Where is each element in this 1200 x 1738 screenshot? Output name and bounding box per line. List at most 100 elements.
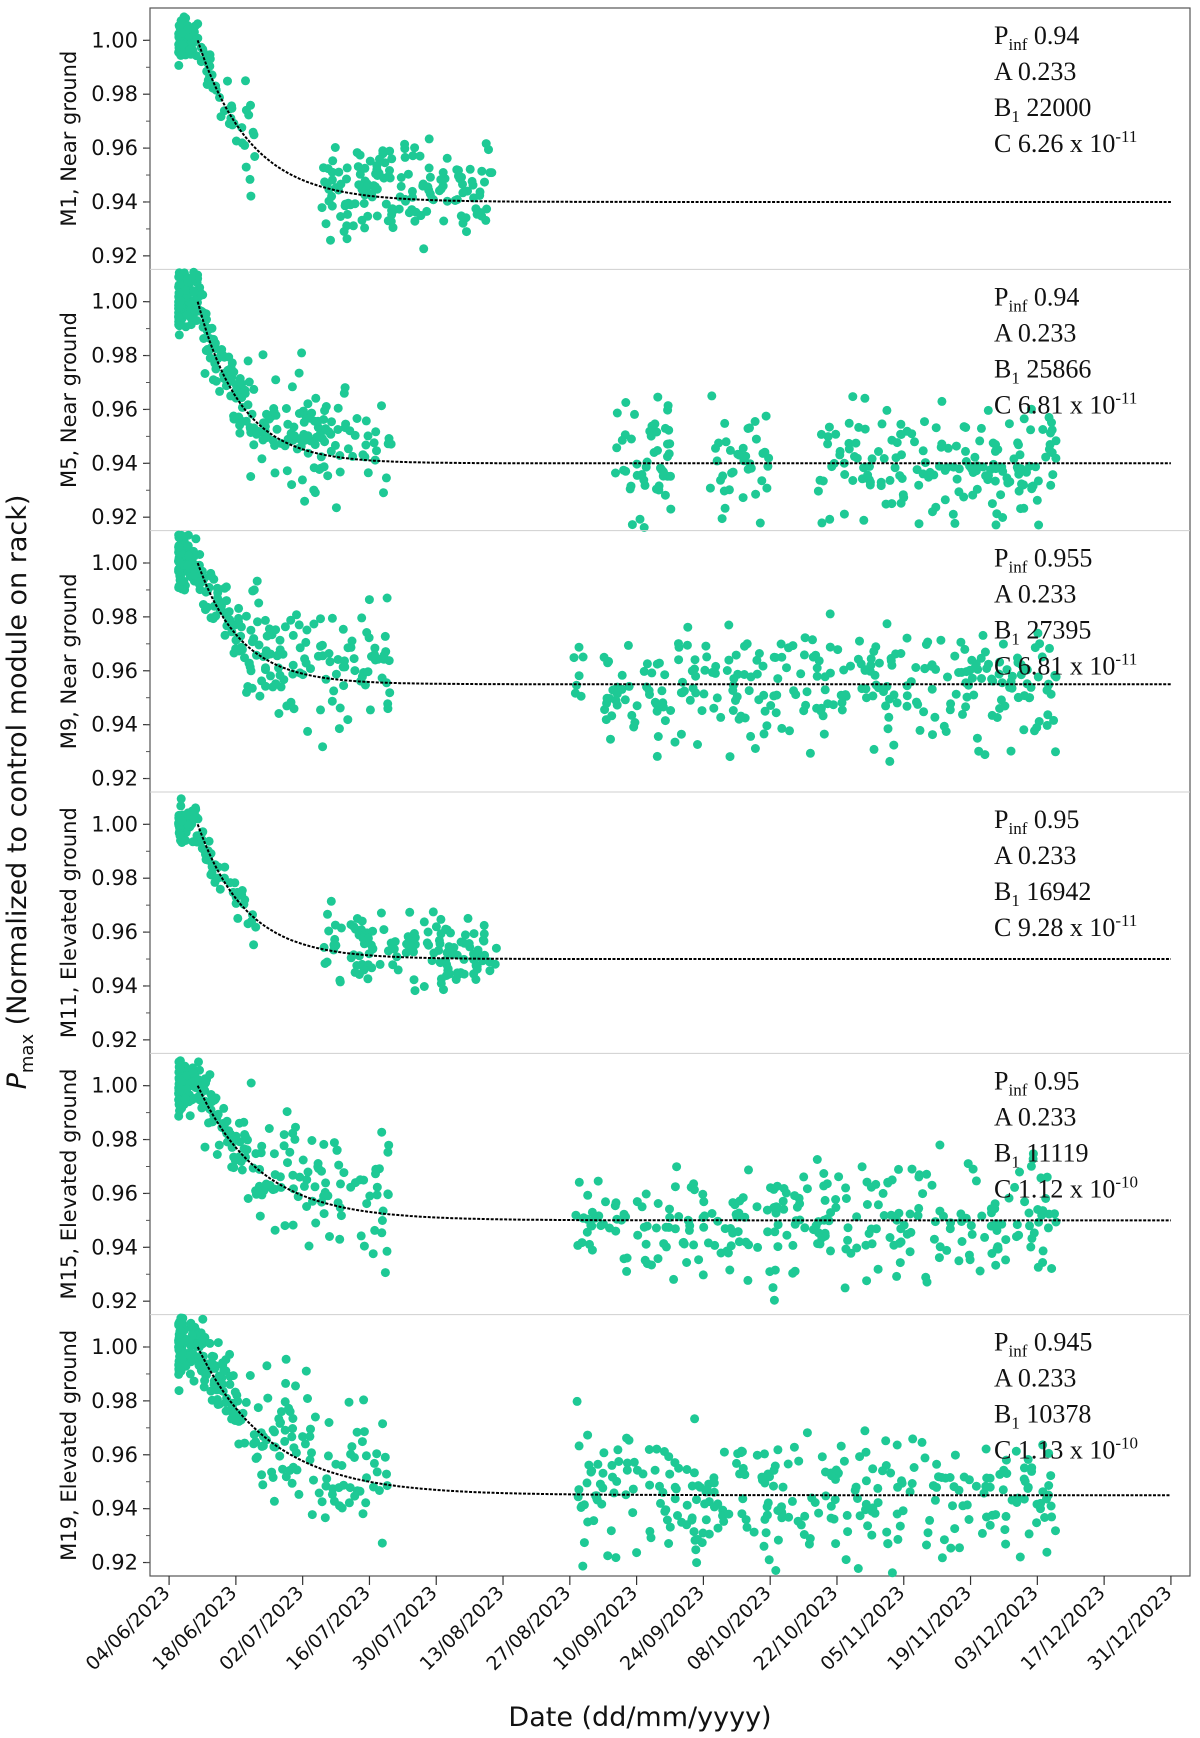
data-point — [632, 459, 642, 469]
data-point — [317, 640, 327, 650]
data-point — [920, 1453, 930, 1463]
data-point — [377, 401, 386, 411]
data-point — [844, 444, 854, 454]
data-point — [647, 1260, 656, 1270]
data-point — [994, 669, 1004, 679]
data-point — [238, 1408, 248, 1418]
y-tick-label: 0.98 — [91, 605, 138, 629]
data-point — [855, 636, 864, 646]
data-point — [789, 1442, 799, 1452]
data-point — [579, 1500, 589, 1510]
data-point — [401, 948, 411, 958]
data-point — [237, 379, 247, 389]
data-point — [821, 1467, 830, 1477]
data-point — [319, 1209, 329, 1219]
data-point — [958, 1501, 968, 1511]
data-point — [956, 637, 966, 647]
data-point — [784, 1512, 794, 1522]
data-point — [188, 837, 198, 847]
data-point — [628, 1484, 638, 1494]
data-point — [1027, 1466, 1037, 1476]
data-point — [992, 1226, 1002, 1235]
data-point — [697, 706, 707, 716]
data-point — [370, 650, 379, 660]
data-point — [868, 691, 878, 701]
data-point — [885, 1233, 895, 1242]
data-point — [1042, 720, 1052, 730]
data-point — [337, 1503, 347, 1513]
data-point — [211, 364, 221, 374]
data-point — [707, 667, 717, 677]
data-point — [364, 633, 374, 643]
data-point — [237, 393, 247, 403]
data-point — [382, 593, 392, 603]
data-point — [439, 216, 449, 226]
data-point — [297, 475, 307, 485]
data-point — [967, 655, 977, 665]
data-point — [191, 804, 201, 814]
data-point — [917, 1437, 927, 1447]
data-point — [302, 1202, 312, 1211]
data-point — [939, 1211, 948, 1221]
data-point — [874, 447, 883, 456]
data-point — [790, 1266, 800, 1276]
data-point — [738, 443, 748, 453]
data-point — [225, 1349, 235, 1359]
data-point — [362, 1199, 372, 1209]
data-point — [713, 1523, 723, 1533]
data-point — [285, 1147, 295, 1157]
data-point — [349, 922, 359, 932]
data-point — [741, 1237, 751, 1247]
data-point — [458, 179, 467, 189]
data-point — [305, 1431, 315, 1441]
data-point — [219, 1103, 229, 1113]
param-b1: B1 11119 — [994, 1138, 1088, 1171]
data-point — [840, 470, 850, 479]
y-tick-label: 0.94 — [91, 713, 138, 737]
data-point — [860, 393, 870, 403]
data-point — [252, 650, 261, 660]
x-axis-title: Date (dd/mm/yyyy) — [508, 1702, 771, 1733]
data-point — [653, 392, 663, 402]
data-point — [732, 692, 742, 702]
data-point — [188, 1349, 198, 1359]
data-point — [369, 1458, 379, 1468]
data-point — [785, 726, 794, 736]
data-point — [199, 334, 209, 343]
data-point — [777, 1502, 786, 1512]
data-point — [927, 1180, 937, 1190]
data-point — [612, 408, 622, 418]
data-point — [189, 287, 199, 297]
data-point — [887, 1175, 897, 1185]
data-point — [322, 1474, 332, 1484]
param-a: A 0.233 — [994, 57, 1076, 86]
data-point — [789, 686, 799, 696]
data-point — [892, 698, 902, 708]
data-point — [865, 480, 875, 490]
data-point — [327, 417, 336, 427]
data-point — [269, 1149, 279, 1159]
data-point — [419, 982, 429, 991]
data-point — [329, 1138, 339, 1148]
data-point — [246, 625, 256, 635]
data-points — [174, 1313, 1060, 1578]
data-point — [275, 1172, 285, 1182]
data-point — [309, 463, 319, 473]
data-point — [733, 1227, 743, 1237]
data-point — [910, 437, 919, 447]
data-point — [377, 1228, 387, 1238]
data-point — [1044, 412, 1054, 422]
data-point — [291, 1448, 301, 1458]
y-tick-label: 0.98 — [91, 82, 138, 106]
data-point — [782, 1230, 792, 1240]
data-point — [271, 375, 281, 385]
data-point — [886, 1468, 896, 1478]
data-point — [1019, 414, 1029, 424]
data-point — [885, 475, 895, 485]
data-point — [841, 1183, 851, 1193]
data-point — [1032, 495, 1042, 505]
data-point — [620, 695, 630, 705]
data-point — [363, 974, 373, 984]
data-point — [731, 650, 741, 660]
